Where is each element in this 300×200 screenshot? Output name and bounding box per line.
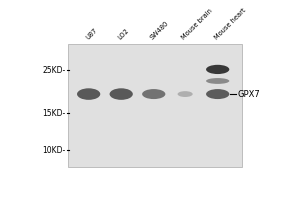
Text: 10KD-: 10KD- <box>42 146 65 155</box>
Text: 15KD-: 15KD- <box>42 109 65 118</box>
Text: LO2: LO2 <box>117 28 130 41</box>
Text: SW480: SW480 <box>149 20 170 41</box>
Text: GPX7: GPX7 <box>238 90 260 99</box>
Text: U87: U87 <box>84 27 98 41</box>
Text: Mouse heart: Mouse heart <box>213 7 247 41</box>
Text: 25KD-: 25KD- <box>42 66 65 75</box>
Text: Mouse brain: Mouse brain <box>181 8 214 41</box>
Ellipse shape <box>77 88 100 100</box>
Bar <box>68 44 242 167</box>
Ellipse shape <box>206 65 229 74</box>
Ellipse shape <box>110 88 133 100</box>
Ellipse shape <box>142 89 165 99</box>
Ellipse shape <box>178 91 193 97</box>
Ellipse shape <box>206 89 229 99</box>
Ellipse shape <box>206 78 229 84</box>
